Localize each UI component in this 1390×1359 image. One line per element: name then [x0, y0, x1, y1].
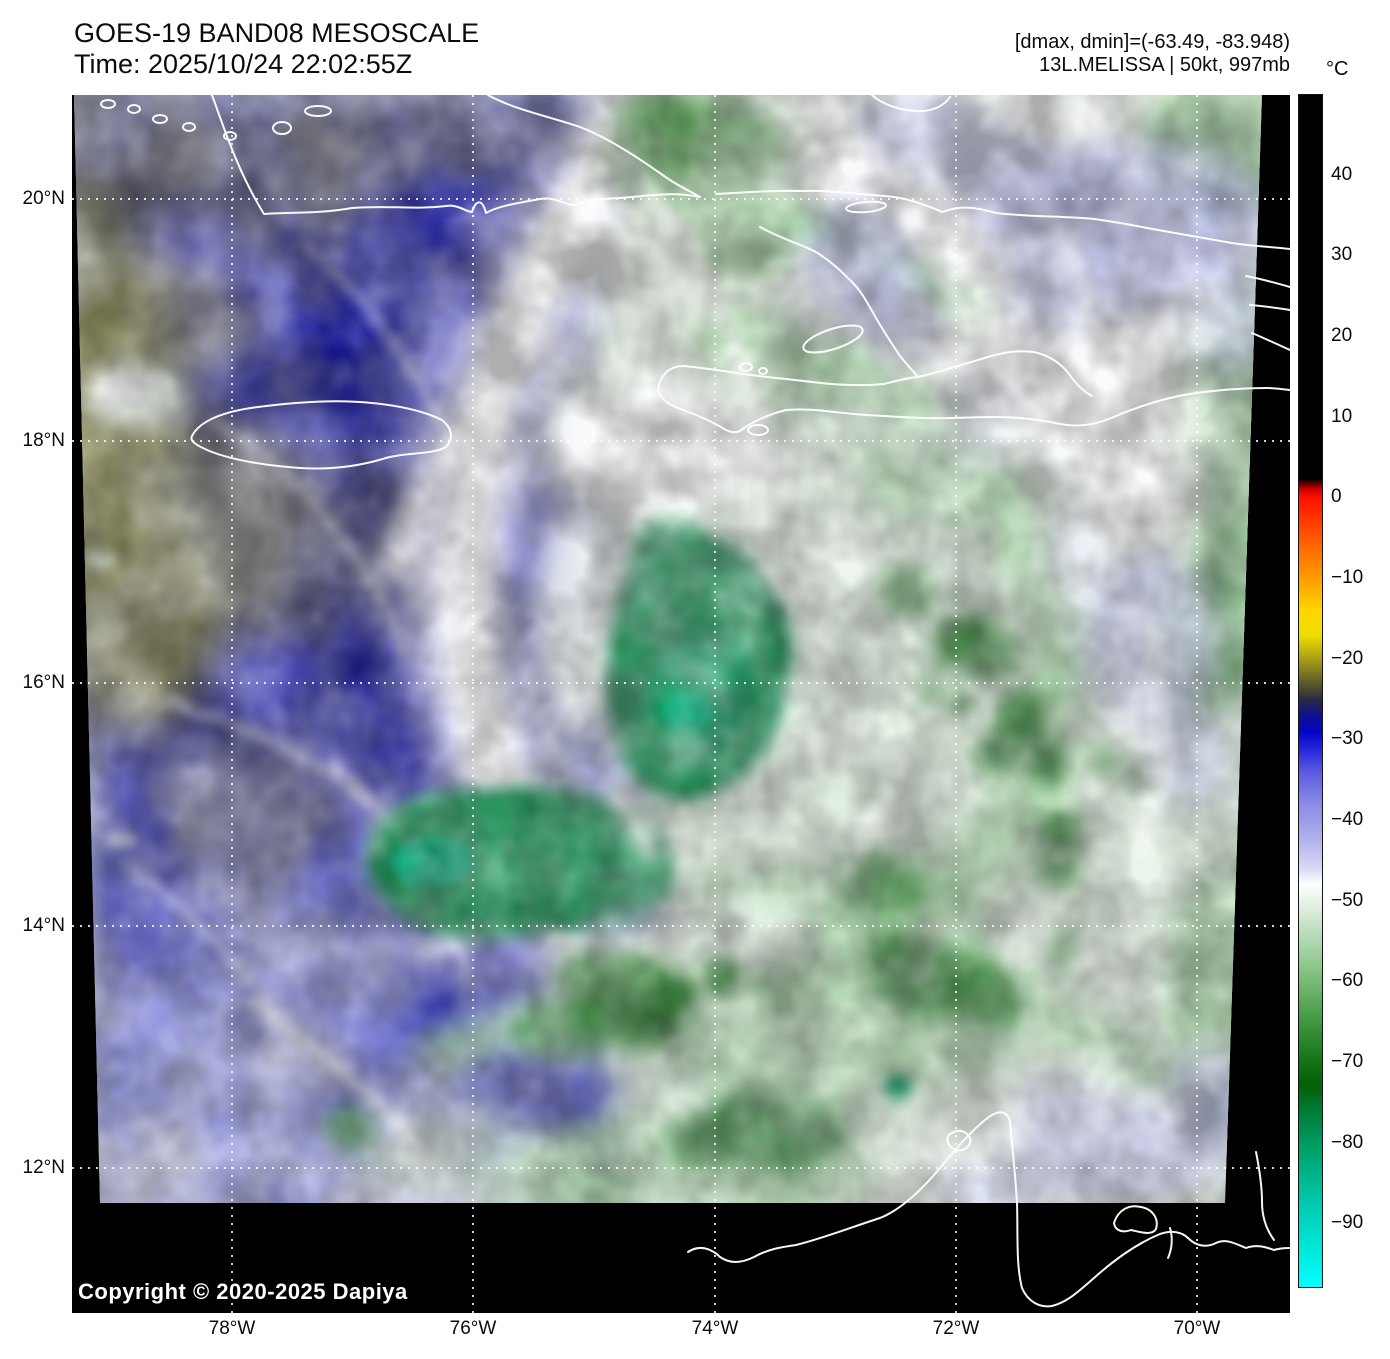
product-title: GOES-19 BAND08 MESOSCALE [74, 18, 480, 48]
cuba-cays-outlines [100, 99, 332, 141]
satellite-imagery [74, 95, 1262, 1203]
tortuga-island-outline [845, 200, 887, 214]
colorbar-tick-label: −30 [1331, 728, 1364, 750]
timestamp: Time: 2025/10/24 22:02:55Z [74, 49, 413, 79]
cayemites-outline [739, 362, 753, 372]
coastlines [100, 95, 1290, 1308]
colorbar-tick-label: −70 [1331, 1051, 1364, 1073]
jamaica-coastline [190, 400, 452, 470]
latitude-label: 14°N [22, 915, 65, 936]
longitude-label: 76°W [449, 1318, 497, 1339]
range-readout: [dmax, dmin]=(-63.49, -83.948) [1014, 31, 1290, 53]
colorbar-tick-label: 30 [1331, 244, 1353, 266]
colorbar-tick-label: 10 [1331, 405, 1353, 427]
colorbar-tick-label: −80 [1331, 1131, 1364, 1153]
gridlines [72, 95, 1290, 1313]
colorbar-tick-label: −90 [1331, 1212, 1364, 1234]
colorbar-tick-label: 20 [1331, 325, 1353, 347]
cuba-north-coastline [487, 95, 701, 198]
latitude-label: 18°N [22, 430, 65, 451]
longitude-label: 72°W [932, 1318, 980, 1339]
colorbar-tick-label: −20 [1331, 647, 1364, 669]
guajira-hook-outline [946, 1130, 972, 1152]
gonave-gulf-coastline [917, 350, 1093, 397]
latitude-label: 20°N [22, 188, 65, 209]
venezuela-gulf-coastline [1255, 1151, 1275, 1241]
colorbar [1298, 94, 1323, 1288]
colorbar-tick-label: −50 [1331, 889, 1364, 911]
colorbar-tick-label: −60 [1331, 970, 1364, 992]
longitude-label: 70°W [1173, 1318, 1221, 1339]
hispaniola-south-coastline [657, 387, 1290, 434]
gonave-island-outline [802, 324, 864, 354]
colorbar-tick-label: −40 [1331, 809, 1364, 831]
info-block: [dmax, dmin]=(-63.49, -83.948) 13L.MELIS… [1015, 31, 1290, 77]
tiburon-north-coastline [657, 365, 919, 391]
colorbar-tick-label: −10 [1331, 567, 1364, 589]
noise-texture-dark [74, 95, 1262, 1203]
cuba-south-coastline [211, 95, 701, 215]
ile-a-vache-outline [747, 424, 769, 436]
latitude-label: 12°N [22, 1157, 65, 1178]
colorbar-unit-label: °C [1326, 58, 1349, 80]
longitude-label: 74°W [691, 1318, 739, 1339]
colorbar-tick-label: 40 [1331, 163, 1353, 185]
longitude-label: 78°W [208, 1318, 256, 1339]
storm-readout: 13L.MELISSA | 50kt, 997mb [1039, 54, 1290, 76]
satellite-map [72, 95, 1290, 1313]
south-america-coastline [687, 1111, 1290, 1308]
samana-coast-segments [1245, 275, 1290, 351]
colorbar-tick-label: 0 [1331, 486, 1342, 508]
haiti-west-coastline [759, 226, 919, 378]
copyright-notice: Copyright © 2020-2025 Dapiya [78, 1279, 408, 1304]
maracaibo-outline [1113, 1205, 1158, 1234]
paraguana-stub [1167, 1227, 1173, 1259]
bahama-island-outline [871, 95, 951, 113]
cayemites-outline-2 [758, 367, 768, 375]
title-block: GOES-19 BAND08 MESOSCALE Time: 2025/10/2… [74, 18, 479, 80]
hispaniola-north-coastline [715, 189, 1290, 250]
latitude-label: 16°N [22, 672, 65, 693]
